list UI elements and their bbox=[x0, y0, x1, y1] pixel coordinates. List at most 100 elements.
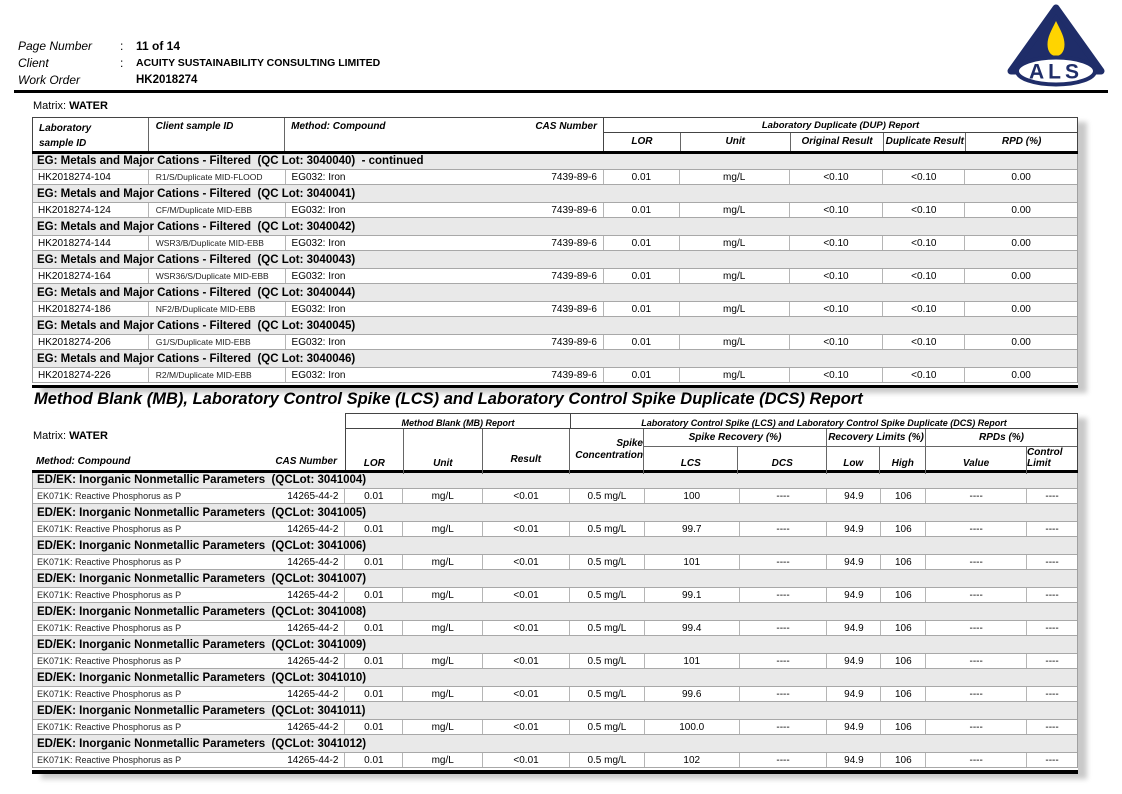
qc-lot-section-header: EG: Metals and Major Cations - Filtered … bbox=[37, 254, 356, 266]
cell-spike-concentration: 0.5 mg/L bbox=[570, 621, 645, 635]
cell-rpd: 0.00 bbox=[1011, 204, 1031, 216]
cell-control-limit: ---- bbox=[1045, 655, 1059, 667]
work-order-row: Work Order HK2018274 bbox=[18, 72, 380, 89]
cell-method-cas: EK071K: Reactive Phosphorus as P 14265-44… bbox=[33, 654, 346, 668]
cell-cas-number: 14265-44-2 bbox=[287, 490, 339, 502]
cell-unit: mg/L bbox=[403, 621, 484, 635]
cell-original-result: <0.10 bbox=[790, 302, 884, 316]
cell-result: <0.01 bbox=[483, 588, 570, 602]
cell-cas-number: 14265-44-2 bbox=[287, 655, 339, 667]
col-header-dcs: DCS bbox=[771, 458, 793, 469]
matrix-value: WATER bbox=[69, 430, 108, 442]
dup-data-row: HK2018274-144 WSR3/B/Duplicate MID-EBB EG0… bbox=[33, 235, 1077, 251]
cell-lor: 0.01 bbox=[345, 555, 404, 569]
mb-data-row: EK071K: Reactive Phosphorus as P 14265-44… bbox=[33, 620, 1077, 636]
qc-lot-section-header: ED/EK: Inorganic Nonmetallic Parameters … bbox=[37, 738, 367, 750]
cell-control-limit: ---- bbox=[1045, 589, 1059, 601]
cell-value: ---- bbox=[926, 555, 1028, 569]
cell-unit: mg/L bbox=[680, 368, 790, 382]
cell-cas-number: 7439-89-6 bbox=[551, 303, 597, 315]
mb-data-row: EK071K: Reactive Phosphorus as P 14265-44… bbox=[33, 587, 1077, 603]
cell-cas-number: 7439-89-6 bbox=[551, 171, 597, 183]
cell-lor: 0.01 bbox=[345, 753, 404, 767]
col-header-original-result: Original Result bbox=[789, 133, 884, 151]
mb-data-row: EK071K: Reactive Phosphorus as P 14265-44… bbox=[33, 521, 1077, 537]
qc-group: ED/EK: Inorganic Nonmetallic Parameters … bbox=[33, 638, 1077, 669]
cell-method-compound: EK071K: Reactive Phosphorus as P bbox=[37, 689, 182, 699]
col-header-spike-concentration: Spike Concentration bbox=[570, 429, 644, 474]
dup-data-row: HK2018274-226 R2/M/Duplicate MID-EBB EG032… bbox=[33, 367, 1077, 383]
cell-spike-concentration: 0.5 mg/L bbox=[570, 720, 645, 734]
cell-dcs: ---- bbox=[740, 621, 828, 635]
cell-dcs: ---- bbox=[740, 588, 828, 602]
cell-lor: 0.01 bbox=[604, 335, 680, 349]
dup-span-header: Laboratory Duplicate (DUP) Report bbox=[604, 118, 1077, 133]
qc-group: ED/EK: Inorganic Nonmetallic Parameters … bbox=[33, 506, 1077, 537]
cell-dcs: ---- bbox=[740, 654, 828, 668]
cell-rpd: 0.00 bbox=[1011, 270, 1031, 282]
cell-result: <0.01 bbox=[483, 753, 570, 767]
qc-group: ED/EK: Inorganic Nonmetallic Parameters … bbox=[33, 704, 1077, 735]
col-header-method: Method: Compound bbox=[291, 121, 386, 132]
spike-recovery-columns: LCS DCS bbox=[644, 447, 826, 474]
col-header-cas: CAS Number bbox=[535, 121, 597, 132]
cell-cas-number: 7439-89-6 bbox=[551, 336, 597, 348]
cell-lor: 0.01 bbox=[345, 654, 404, 668]
cell-value: ---- bbox=[926, 687, 1028, 701]
table-bottom-rule bbox=[32, 385, 1078, 388]
cell-cas-number: 14265-44-2 bbox=[287, 589, 339, 601]
cell-unit: mg/L bbox=[680, 269, 790, 283]
cell-unit: mg/L bbox=[403, 654, 484, 668]
cell-value: ---- bbox=[926, 621, 1028, 635]
colon-separator: : bbox=[120, 39, 124, 53]
cell-method-compound: EK071K: Reactive Phosphorus as P bbox=[37, 755, 182, 765]
cell-high: 106 bbox=[881, 720, 927, 734]
qc-lot-section-header: EG: Metals and Major Cations - Filtered … bbox=[37, 155, 424, 167]
col-header-lor: LOR bbox=[346, 429, 404, 474]
cell-method-cas: EK071K: Reactive Phosphorus as P 14265-44… bbox=[33, 720, 346, 734]
cell-method-compound: EG032: Iron bbox=[291, 303, 346, 315]
cell-value: ---- bbox=[926, 522, 1028, 536]
cell-unit: mg/L bbox=[403, 588, 484, 602]
mb-data-row: EK071K: Reactive Phosphorus as P 14265-44… bbox=[33, 653, 1077, 669]
cell-method-compound: EK071K: Reactive Phosphorus as P bbox=[37, 722, 182, 732]
cell-lcs: 99.7 bbox=[645, 522, 740, 536]
qc-group: ED/EK: Inorganic Nonmetallic Parameters … bbox=[33, 572, 1077, 603]
cell-method-cas: EG032: Iron 7439-89-6 bbox=[286, 335, 604, 349]
cell-method-cas: EK071K: Reactive Phosphorus as P 14265-44… bbox=[33, 687, 346, 701]
cell-method-compound: EK071K: Reactive Phosphorus as P bbox=[37, 557, 182, 567]
cell-high: 106 bbox=[881, 654, 927, 668]
cell-spike-concentration: 0.5 mg/L bbox=[570, 522, 645, 536]
cell-duplicate-result: <0.10 bbox=[883, 170, 966, 184]
cell-unit: mg/L bbox=[680, 335, 790, 349]
cell-result: <0.01 bbox=[483, 555, 570, 569]
rpds-group: RPDs (%) Value Control Limit bbox=[926, 429, 1077, 474]
col-header-low: Low bbox=[827, 447, 881, 474]
mb-data-row: EK071K: Reactive Phosphorus as P 14265-44… bbox=[33, 719, 1077, 735]
work-order-label: Work Order bbox=[18, 72, 81, 87]
cell-cas-number: 14265-44-2 bbox=[287, 556, 339, 568]
col-header-rpds: RPDs (%) bbox=[926, 429, 1077, 447]
qc-lot-section-header: EG: Metals and Major Cations - Filtered … bbox=[37, 320, 356, 332]
qc-lot-section-header: ED/EK: Inorganic Nonmetallic Parameters … bbox=[37, 672, 367, 684]
cell-value: ---- bbox=[926, 489, 1028, 503]
cell-spike-concentration: 0.5 mg/L bbox=[570, 654, 645, 668]
cell-lab-sample-id: HK2018274-164 bbox=[33, 269, 149, 283]
client-label: Client bbox=[18, 55, 49, 70]
cell-high: 106 bbox=[881, 621, 927, 635]
cell-dcs: ---- bbox=[740, 555, 828, 569]
qc-lot-section-header: EG: Metals and Major Cations - Filtered … bbox=[37, 221, 356, 233]
col-header-value: Value bbox=[926, 447, 1027, 474]
page-number-value: 11 of 14 bbox=[136, 39, 181, 53]
dup-table-body: EG: Metals and Major Cations - Filtered … bbox=[32, 154, 1078, 383]
colon-separator: : bbox=[120, 55, 124, 70]
cell-lor: 0.01 bbox=[345, 720, 404, 734]
cell-method-cas: EG032: Iron 7439-89-6 bbox=[286, 302, 604, 316]
cell-dcs: ---- bbox=[740, 522, 828, 536]
dup-span-columns: LOR Unit Original Result Duplicate Resul… bbox=[604, 133, 1077, 151]
cell-cas-number: 14265-44-2 bbox=[287, 523, 339, 535]
client-row: Client : ACUITY SUSTAINABILITY CONSULTIN… bbox=[18, 55, 380, 72]
cell-unit: mg/L bbox=[403, 720, 484, 734]
cell-rpd: 0.00 bbox=[1011, 303, 1031, 315]
cell-method-compound: EK071K: Reactive Phosphorus as P bbox=[37, 656, 182, 666]
